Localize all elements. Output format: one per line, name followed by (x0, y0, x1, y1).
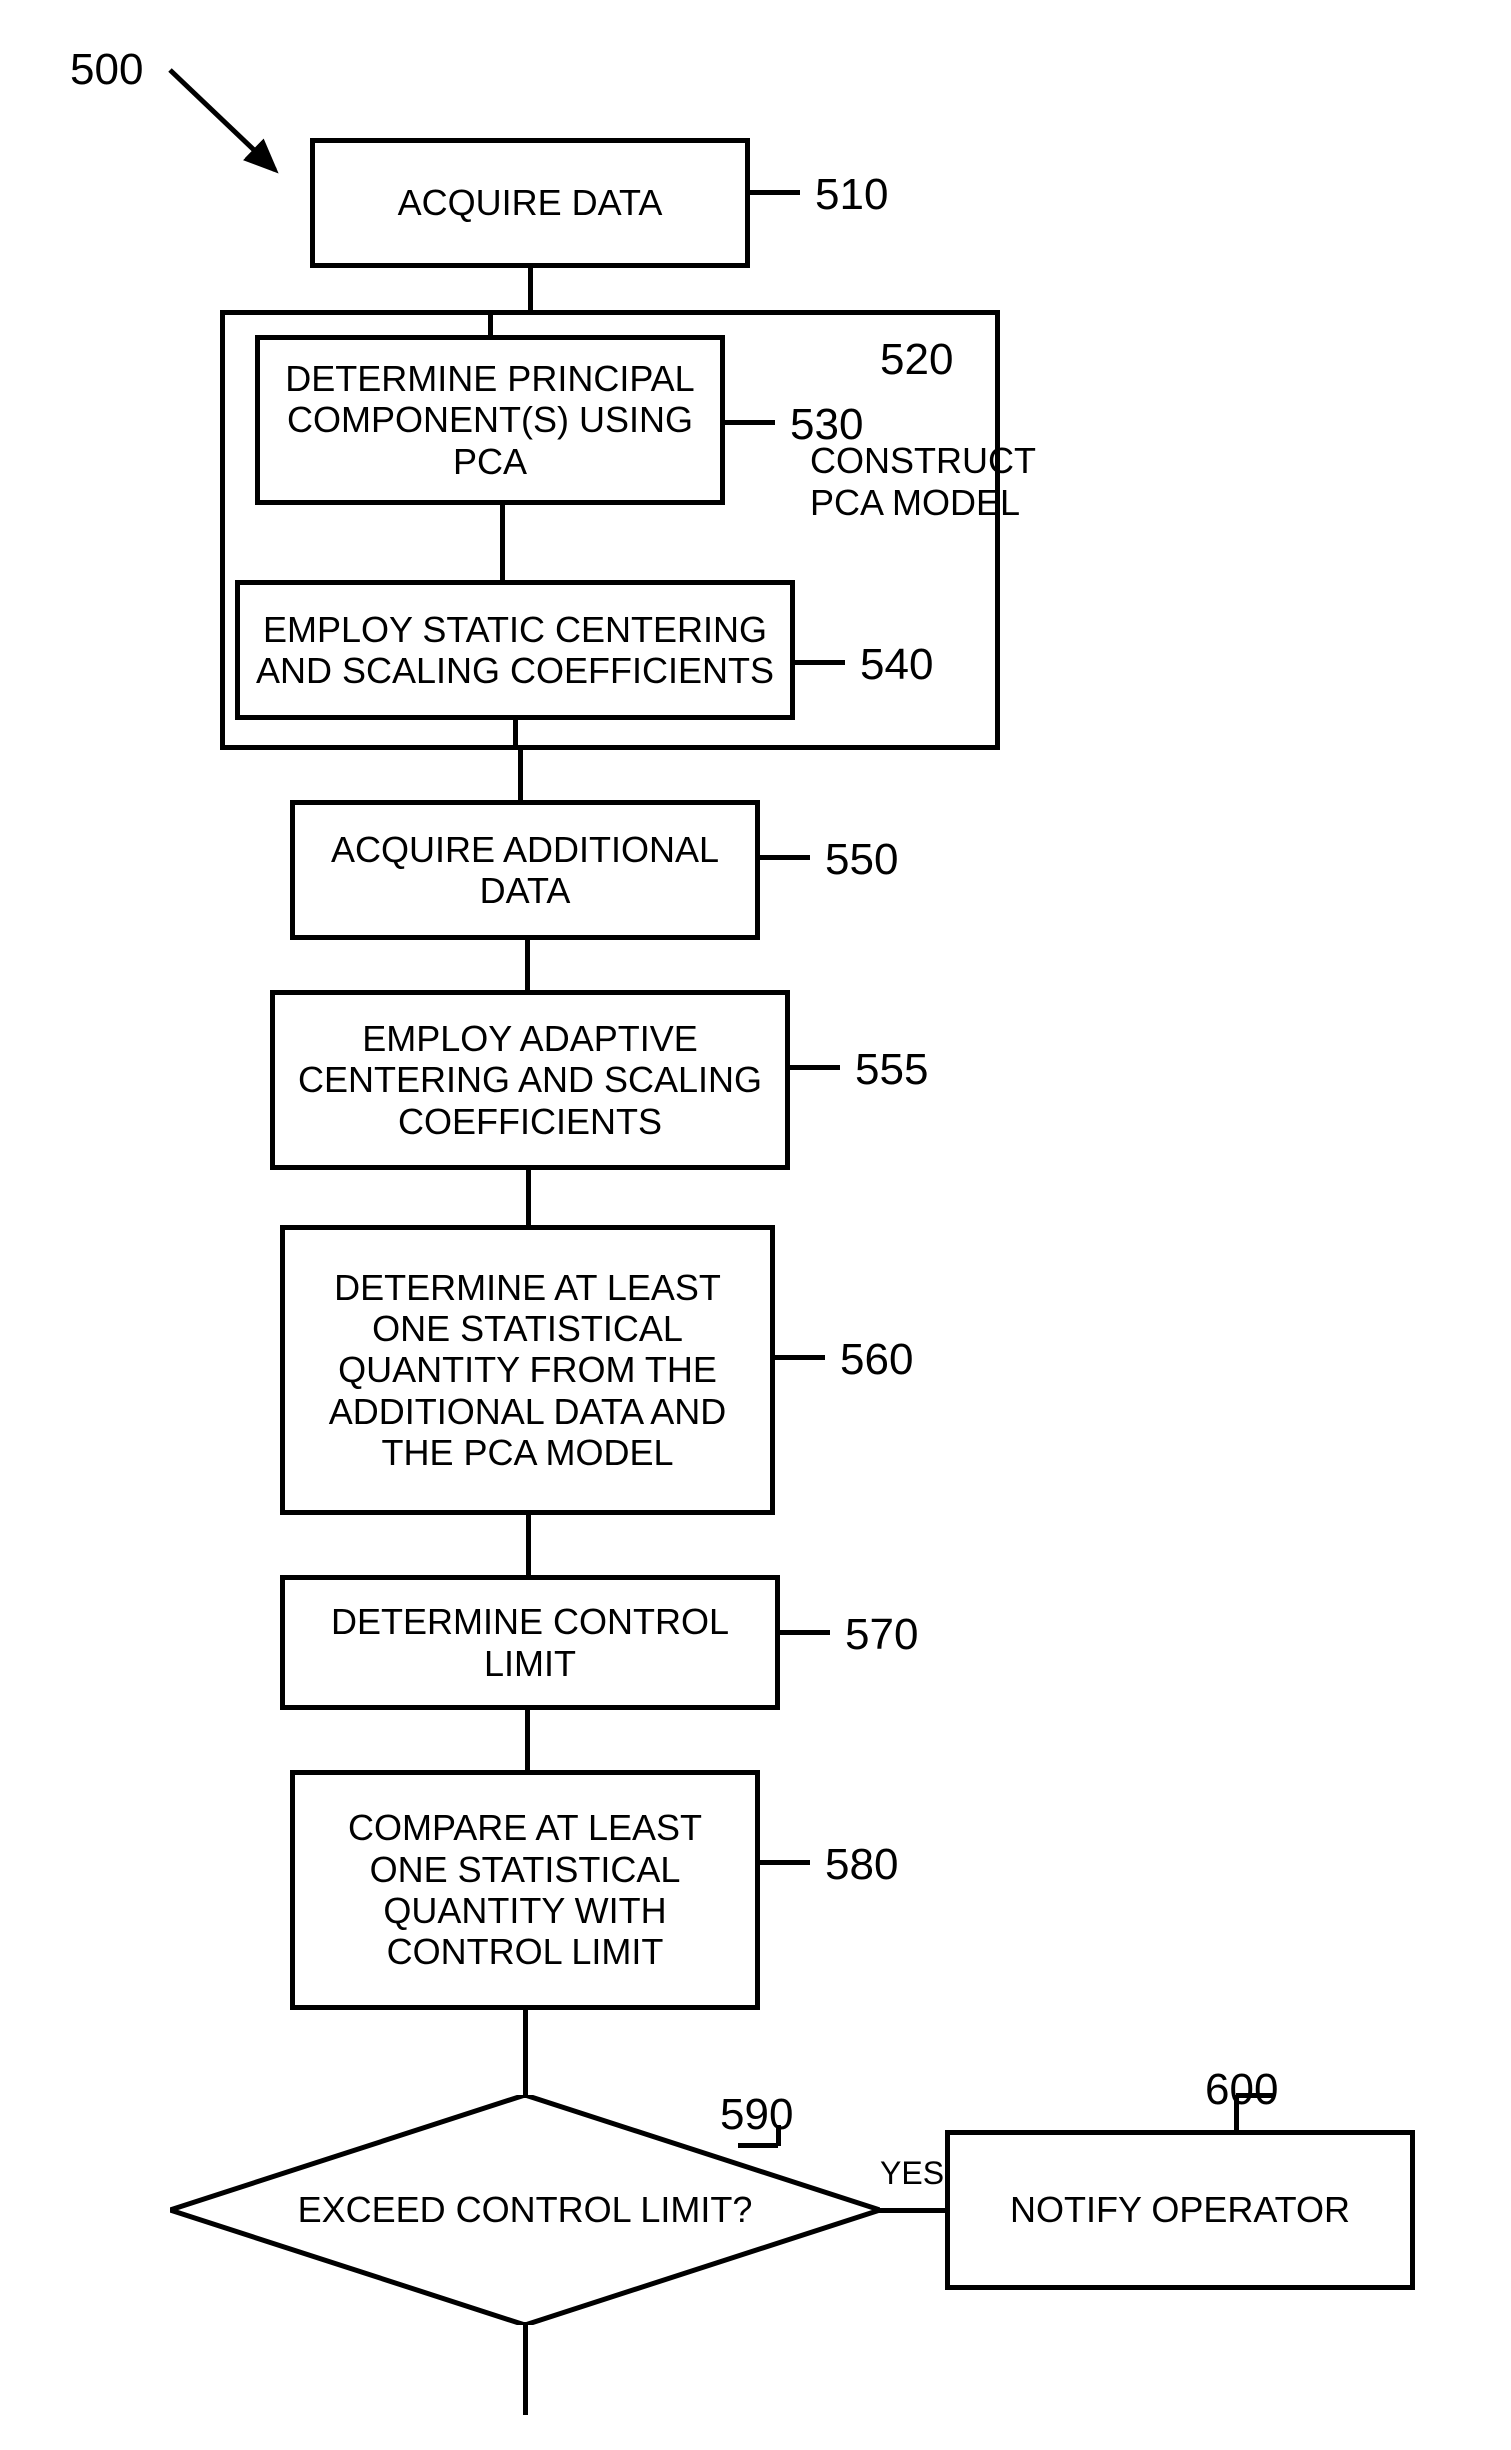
connector (795, 660, 845, 665)
flow-step-s550: ACQUIRE ADDITIONAL DATA (290, 800, 760, 940)
container-label-s520: CONSTRUCT PCA MODEL (810, 440, 1036, 524)
connector (526, 1170, 531, 1225)
ref-label-s540: 540 (860, 640, 933, 690)
flow-step-s560: DETERMINE AT LEAST ONE STATISTICAL QUANT… (280, 1225, 775, 1515)
flow-step-s540: EMPLOY STATIC CENTERING AND SCALING COEF… (235, 580, 795, 720)
connector (518, 750, 523, 800)
ref-label-s580: 580 (825, 1840, 898, 1890)
ref-label-s520: 520 (880, 335, 953, 385)
connector (750, 190, 800, 195)
connector (528, 268, 533, 310)
connector (725, 420, 775, 425)
flow-step-s580: COMPARE AT LEAST ONE STATISTICAL QUANTIT… (290, 1770, 760, 2010)
connector (790, 1065, 840, 1070)
flow-step-s530: DETERMINE PRINCIPAL COMPONENT(S) USING P… (255, 335, 725, 505)
edge-label-yes: YES (880, 2155, 944, 2192)
connector (760, 855, 810, 860)
connector (525, 940, 530, 990)
flow-step-s555: EMPLOY ADAPTIVE CENTERING AND SCALING CO… (270, 990, 790, 1170)
ref-label-s590: 590 (720, 2090, 793, 2140)
flow-step-text: EMPLOY ADAPTIVE CENTERING AND SCALING CO… (298, 1018, 762, 1142)
flow-step-text: COMPARE AT LEAST ONE STATISTICAL QUANTIT… (348, 1807, 702, 1973)
connector (760, 1860, 810, 1865)
flow-step-text: DETERMINE AT LEAST ONE STATISTICAL QUANT… (329, 1267, 726, 1474)
connector (513, 720, 518, 750)
flow-step-text: ACQUIRE DATA (398, 182, 663, 223)
figure-ref-arrow (160, 60, 305, 200)
connector (1234, 2095, 1239, 2130)
connector (500, 505, 505, 580)
connector (488, 310, 493, 335)
ref-label-s510: 510 (815, 170, 888, 220)
ref-label-s560: 560 (840, 1335, 913, 1385)
connector (1236, 2093, 1275, 2098)
flow-step-s570: DETERMINE CONTROL LIMIT (280, 1575, 780, 1710)
flow-step-text: NOTIFY OPERATOR (1010, 2189, 1350, 2230)
connector (780, 1630, 830, 1635)
ref-label-s600: 600 (1205, 2065, 1278, 2115)
connector (526, 1515, 531, 1575)
connector (523, 2322, 528, 2415)
figure-ref-label: 500 (70, 45, 143, 95)
connector (776, 2125, 781, 2145)
connector (523, 2010, 528, 2098)
flow-step-s510: ACQUIRE DATA (310, 138, 750, 268)
ref-label-s555: 555 (855, 1045, 928, 1095)
flow-step-text: EMPLOY STATIC CENTERING AND SCALING COEF… (256, 609, 774, 692)
ref-label-s530: 530 (790, 400, 863, 450)
connector (775, 1355, 825, 1360)
ref-label-s550: 550 (825, 835, 898, 885)
flow-step-s600: NOTIFY OPERATOR (945, 2130, 1415, 2290)
ref-label-s570: 570 (845, 1610, 918, 1660)
flow-step-text: DETERMINE PRINCIPAL COMPONENT(S) USING P… (285, 358, 694, 482)
connector (738, 2143, 778, 2148)
connector (877, 2208, 945, 2213)
connector (525, 1710, 530, 1770)
flow-step-text: DETERMINE CONTROL LIMIT (331, 1601, 729, 1684)
flow-step-text: ACQUIRE ADDITIONAL DATA (331, 829, 719, 912)
